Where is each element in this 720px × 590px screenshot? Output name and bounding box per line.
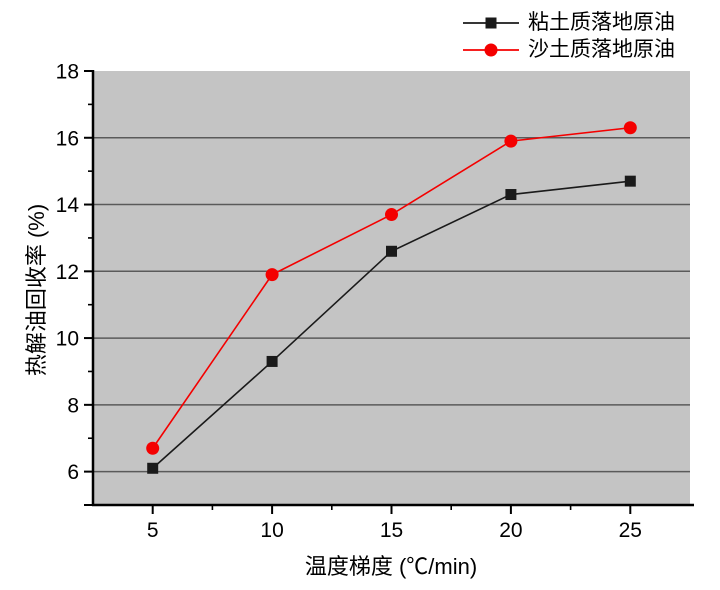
data-point-circle: [265, 268, 279, 282]
x-tick-label: 20: [499, 519, 522, 542]
legend-swatch-square-marker: [463, 17, 519, 28]
x-tick-label: 15: [380, 519, 403, 542]
x-tick-label: 5: [147, 519, 159, 542]
x-tick-label: 25: [619, 519, 642, 542]
legend-label-clay-series: 粘土质落地原油: [528, 11, 675, 34]
y-tick-label: 6: [67, 461, 79, 484]
legend-swatch-circle-marker: [463, 43, 519, 56]
y-tick-label: 8: [67, 394, 79, 417]
y-tick-label: 12: [56, 261, 79, 284]
data-point-square: [147, 462, 159, 474]
data-point-circle: [504, 134, 518, 148]
legend-item-clay-series: 粘土质落地原油: [463, 9, 675, 36]
y-tick-label: 10: [56, 328, 79, 351]
x-axis-title: 温度梯度 (℃/min): [304, 554, 478, 579]
legend-item-sand-series: 沙土质落地原油: [463, 36, 675, 63]
x-tick-label: 10: [260, 519, 283, 542]
legend-label-sand-series: 沙土质落地原油: [528, 38, 675, 61]
data-point-circle: [623, 121, 637, 135]
plot-background: [93, 71, 690, 505]
y-tick-label: 18: [56, 61, 79, 84]
y-tick-label: 16: [56, 127, 79, 150]
data-point-square: [386, 245, 397, 257]
data-point-circle: [385, 208, 398, 222]
data-point-square: [266, 355, 278, 367]
data-point-square: [624, 175, 636, 187]
legend: 粘土质落地原油 沙土质落地原油: [463, 9, 675, 63]
data-point-circle: [146, 441, 160, 455]
data-point-square: [505, 189, 517, 201]
y-tick-label: 14: [56, 194, 80, 217]
y-axis-title: 热解油回收率 (%): [24, 203, 49, 377]
